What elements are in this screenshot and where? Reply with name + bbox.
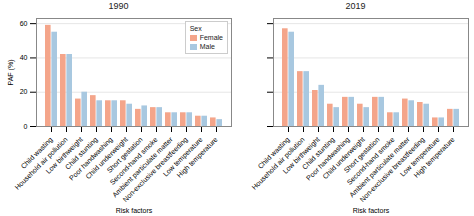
svg-text:High temperature: High temperature bbox=[413, 136, 457, 180]
svg-text:Low birthweight: Low birthweight bbox=[44, 135, 84, 175]
svg-text:Household air pollution: Household air pollution bbox=[250, 136, 306, 192]
svg-text:20: 20 bbox=[20, 88, 28, 95]
svg-text:PAF (%): PAF (%) bbox=[7, 60, 15, 86]
svg-text:Low birthweight: Low birthweight bbox=[281, 135, 321, 175]
svg-text:Risk factors: Risk factors bbox=[353, 207, 390, 214]
svg-text:Child wasting: Child wasting bbox=[256, 135, 291, 171]
svg-text:Child underweight: Child underweight bbox=[321, 135, 366, 181]
svg-text:60: 60 bbox=[20, 20, 28, 27]
svg-text:Child wasting: Child wasting bbox=[19, 135, 54, 171]
svg-text:High temperature: High temperature bbox=[176, 136, 220, 180]
svg-text:Household air pollution: Household air pollution bbox=[13, 136, 69, 192]
html-text:1990: 1990 bbox=[108, 1, 129, 11]
svg-text:Child stunting: Child stunting bbox=[63, 135, 99, 171]
svg-text:Second-hand smoke: Second-hand smoke bbox=[108, 135, 159, 186]
html-text:2019: 2019 bbox=[345, 1, 366, 11]
svg-text:Low temperature: Low temperature bbox=[398, 135, 441, 178]
svg-text:Low temperature: Low temperature bbox=[161, 135, 204, 178]
html-text:Female: Female bbox=[199, 34, 223, 41]
html-text:Sex: Sex bbox=[189, 25, 202, 32]
svg-text:Ambient particulate matter: Ambient particulate matter bbox=[111, 135, 175, 199]
svg-text:Short gestation: Short gestation bbox=[342, 135, 381, 174]
svg-text:40: 40 bbox=[20, 54, 28, 61]
svg-text:Poor handwashing: Poor handwashing bbox=[67, 135, 114, 182]
svg-text:Poor handwashing: Poor handwashing bbox=[304, 135, 351, 182]
svg-text:0: 0 bbox=[24, 123, 28, 130]
svg-text:Ambient particulate matter: Ambient particulate matter bbox=[348, 135, 412, 199]
svg-text:Child underweight: Child underweight bbox=[84, 135, 129, 181]
html-text:Male: Male bbox=[199, 43, 215, 50]
svg-text:Non-exclusive breastfeeding: Non-exclusive breastfeeding bbox=[121, 135, 189, 204]
svg-text:Child stunting: Child stunting bbox=[300, 135, 336, 171]
svg-text:Second-hand smoke: Second-hand smoke bbox=[345, 135, 396, 186]
svg-text:Risk factors: Risk factors bbox=[116, 207, 153, 214]
svg-text:Non-exclusive breastfeeding: Non-exclusive breastfeeding bbox=[358, 135, 426, 204]
svg-text:Short gestation: Short gestation bbox=[105, 135, 144, 174]
